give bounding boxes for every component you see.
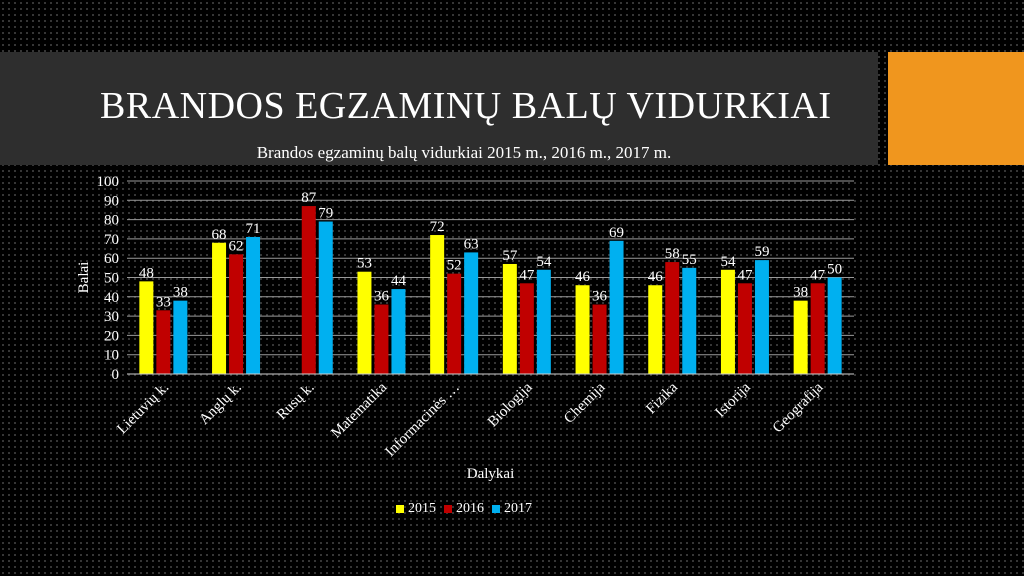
- bar: [357, 271, 372, 374]
- x-tick-label: Biologija: [485, 379, 536, 430]
- bar: [793, 300, 808, 374]
- legend-label: 2015: [408, 501, 436, 516]
- data-label: 47: [810, 267, 826, 283]
- y-tick-label: 70: [104, 232, 119, 248]
- bar: [682, 267, 697, 374]
- legend-swatch: [444, 505, 452, 513]
- data-label: 38: [173, 285, 188, 301]
- bar: [502, 263, 517, 374]
- data-label: 33: [156, 294, 171, 310]
- x-axis-label: Dalykai: [467, 466, 514, 482]
- data-label: 87: [301, 190, 317, 206]
- data-label: 46: [648, 269, 664, 285]
- data-label: 36: [592, 289, 608, 305]
- data-label: 59: [754, 244, 769, 260]
- bar: [156, 310, 171, 374]
- bar: [519, 283, 534, 374]
- bar: [609, 240, 624, 374]
- bar: [720, 269, 735, 374]
- x-tick-label: Matematika: [328, 379, 390, 441]
- legend-item: 2016: [444, 501, 484, 517]
- bar: [447, 273, 462, 374]
- bar: [827, 277, 842, 374]
- y-tick-label: 10: [104, 348, 119, 364]
- bar: [391, 289, 406, 374]
- bar: [318, 221, 333, 374]
- data-label: 36: [374, 289, 390, 305]
- x-tick-label: Chemija: [561, 379, 608, 426]
- legend-label: 2017: [504, 501, 532, 516]
- bar: [592, 304, 607, 374]
- data-label: 55: [682, 252, 697, 268]
- x-tick-label: Rusų k.: [274, 380, 318, 424]
- y-tick-label: 90: [104, 193, 119, 209]
- legend-swatch: [492, 505, 500, 513]
- legend-item: 2017: [492, 501, 532, 517]
- data-label: 62: [229, 238, 244, 254]
- bar: [229, 254, 244, 374]
- slide-title: BRANDOS EGZAMINŲ BALŲ VIDURKIAI: [100, 85, 832, 127]
- x-tick-label: Anglų k.: [196, 380, 244, 428]
- bar: [139, 281, 154, 374]
- bar: [173, 300, 188, 374]
- y-tick-label: 20: [104, 328, 119, 344]
- legend-swatch: [396, 505, 404, 513]
- y-tick-label: 0: [112, 367, 120, 383]
- bar: [754, 260, 769, 374]
- data-label: 48: [139, 265, 154, 281]
- bar: [536, 269, 551, 374]
- data-label: 72: [430, 219, 445, 235]
- x-tick-label: Informacinės …: [382, 380, 463, 461]
- data-label: 68: [212, 227, 227, 243]
- bar: [665, 262, 680, 374]
- data-label: 69: [609, 225, 624, 241]
- y-tick-label: 60: [104, 251, 119, 267]
- data-label: 57: [502, 248, 518, 264]
- y-tick-label: 100: [97, 174, 120, 190]
- data-label: 52: [447, 258, 462, 274]
- bar: [464, 252, 479, 374]
- y-tick-label: 40: [104, 290, 119, 306]
- data-label: 71: [246, 221, 261, 237]
- accent-box: [888, 52, 1024, 165]
- x-tick-label: Lietuvių k.: [114, 380, 172, 438]
- y-tick-label: 50: [104, 271, 119, 287]
- legend-item: 2015: [396, 501, 436, 517]
- chart-title: Brandos egzaminų balų vidurkiai 2015 m.,…: [256, 143, 672, 162]
- data-label: 44: [391, 273, 407, 289]
- data-label: 58: [665, 246, 680, 262]
- x-tick-label: Fizika: [643, 379, 681, 417]
- y-tick-label: 30: [104, 309, 119, 325]
- data-label: 54: [536, 254, 552, 270]
- bar: [301, 206, 316, 374]
- data-label: 38: [793, 285, 808, 301]
- bar: [575, 285, 590, 374]
- data-label: 47: [519, 267, 535, 283]
- data-label: 63: [464, 236, 479, 252]
- y-tick-label: 80: [104, 213, 119, 229]
- bar: [246, 236, 261, 374]
- data-label: 46: [575, 269, 591, 285]
- y-axis-label: Balai: [76, 262, 92, 294]
- data-label: 47: [737, 267, 753, 283]
- chart-legend: 2015 2016 2017: [0, 501, 928, 517]
- bar: [430, 235, 445, 374]
- bar: [374, 304, 389, 374]
- x-tick-label: Istorija: [712, 379, 754, 421]
- legend-label: 2016: [456, 501, 484, 516]
- title-band: [0, 52, 878, 165]
- x-tick-label: Geografija: [770, 379, 827, 436]
- bar: [648, 285, 663, 374]
- bar: [737, 283, 752, 374]
- data-label: 53: [357, 256, 372, 272]
- data-label: 79: [318, 206, 333, 222]
- bar: [810, 283, 825, 374]
- bar: [212, 242, 227, 374]
- data-label: 50: [827, 262, 842, 278]
- data-label: 54: [720, 254, 736, 270]
